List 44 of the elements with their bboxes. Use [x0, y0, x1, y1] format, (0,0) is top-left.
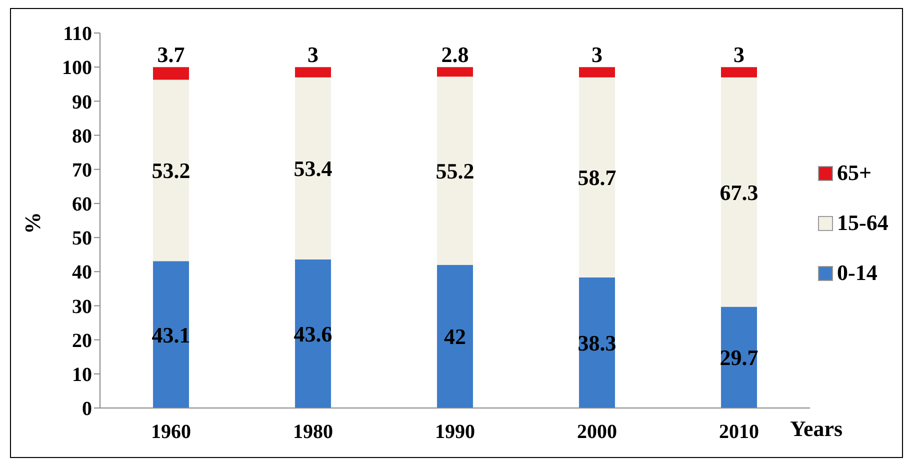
y-tick-label: 90: [72, 91, 92, 114]
y-tick-label: 40: [72, 262, 92, 284]
legend-label: 65+: [837, 160, 872, 186]
bar: [295, 77, 331, 260]
x-tick-label: 1960: [151, 421, 191, 444]
y-tick-label: 60: [72, 194, 92, 216]
data-label: 3: [734, 42, 744, 68]
bar: [295, 67, 331, 78]
data-label: 55.2: [436, 158, 474, 184]
data-label: 53.2: [152, 158, 190, 184]
y-tick-label: 50: [72, 228, 92, 250]
bar: [437, 67, 473, 77]
bar: [579, 77, 615, 278]
x-tick-label: 2000: [577, 421, 617, 444]
y-tick-label: 70: [72, 159, 92, 182]
x-tick-label: 1980: [293, 421, 333, 444]
bar: [721, 77, 757, 307]
legend-label: 0-14: [837, 260, 878, 286]
data-label: 3: [592, 42, 602, 68]
data-label: 58.7: [578, 165, 616, 190]
bar: [437, 76, 473, 265]
y-tick-label: 80: [72, 125, 92, 148]
y-tick-label: 100: [62, 57, 92, 80]
data-label: 2.8: [441, 42, 469, 68]
data-label: 53.4: [294, 156, 332, 182]
y-tick-label: 0: [82, 398, 92, 420]
bar: [579, 67, 615, 78]
y-axis-title: %: [20, 212, 46, 234]
bar: [153, 67, 189, 80]
y-tick-label: 10: [72, 364, 92, 386]
bar: [153, 80, 189, 262]
data-label: 67.3: [720, 180, 758, 205]
x-axis-title: Years: [790, 416, 843, 442]
data-label: 3: [308, 42, 318, 68]
y-tick-label: 110: [63, 23, 92, 46]
x-tick-label: 1990: [435, 421, 475, 444]
y-tick-label: 20: [72, 330, 92, 352]
legend-label: 15-64: [837, 210, 888, 236]
bar: [437, 264, 473, 408]
y-tick-label: 30: [72, 296, 92, 318]
data-label: 42: [444, 324, 466, 350]
x-tick-label: 2010: [719, 421, 759, 444]
bar: [721, 67, 757, 78]
data-label: 3.7: [157, 42, 185, 68]
